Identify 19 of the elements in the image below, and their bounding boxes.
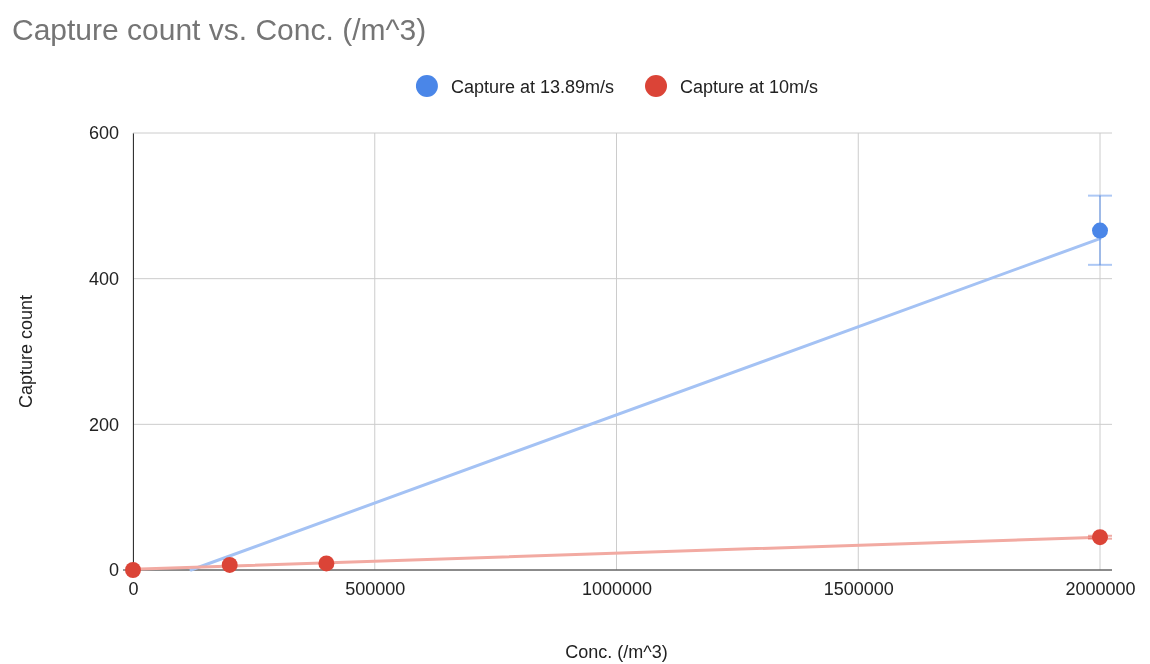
y-tick-label: 200 [88,414,119,435]
x-tick-label: 0 [128,578,139,599]
legend-label: Capture at 13.89m/s [450,77,615,97]
point [318,555,335,572]
x-tick-label: 500000 [345,578,406,599]
point [1092,529,1108,546]
y-tick-label: 0 [108,560,119,581]
x-tick-label: 1500000 [823,578,894,599]
x-tick-label: 1000000 [581,578,653,599]
x-tick-label: 2000000 [1065,578,1136,599]
legend-label: Capture at 10m/s [680,77,819,97]
y-axis-title: Capture count [16,294,36,409]
point [221,556,238,573]
y-tick-label: 600 [88,123,119,144]
point [125,562,141,578]
point [1092,222,1108,239]
y-tick-label: 400 [88,268,119,289]
chart-title: Capture count vs. Conc. (/m^3) [12,13,427,46]
x-axis-title: Conc. (/m^3) [565,642,668,662]
